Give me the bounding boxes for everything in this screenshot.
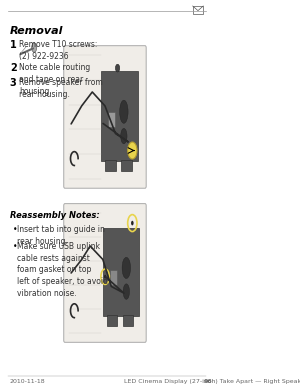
FancyBboxPatch shape (193, 6, 203, 14)
FancyBboxPatch shape (64, 46, 146, 188)
Text: Insert tab into guide in
rear housing.: Insert tab into guide in rear housing. (17, 225, 105, 246)
FancyBboxPatch shape (64, 204, 146, 342)
Text: 3: 3 (10, 78, 16, 88)
Text: 1: 1 (10, 40, 16, 50)
Text: Removal: Removal (10, 26, 63, 36)
Circle shape (131, 221, 134, 225)
Text: Remove speaker from
rear housing.: Remove speaker from rear housing. (20, 78, 103, 99)
Circle shape (104, 275, 106, 279)
Text: Note cable routing
and tape on rear
housing.: Note cable routing and tape on rear hous… (20, 63, 91, 95)
Bar (123, 315, 134, 326)
Text: LED Cinema Display (27-inch) Take Apart — Right Speaker: LED Cinema Display (27-inch) Take Apart … (124, 379, 300, 384)
Text: Reassembly Notes:: Reassembly Notes: (10, 211, 100, 220)
Circle shape (32, 43, 37, 52)
Ellipse shape (121, 128, 127, 144)
Text: 2010-11-18: 2010-11-18 (10, 379, 46, 384)
Text: Make sure USB uplink
cable rests against
foam gasket on top
left of speaker, to : Make sure USB uplink cable rests against… (17, 242, 108, 298)
Bar (101, 71, 138, 161)
Bar (105, 160, 116, 171)
Bar (107, 315, 118, 326)
Bar (103, 229, 139, 316)
Text: Remove T10 screws:
(2) 922-9236: Remove T10 screws: (2) 922-9236 (20, 40, 98, 61)
Text: 96: 96 (203, 379, 212, 384)
Bar (121, 160, 132, 171)
Ellipse shape (122, 257, 130, 279)
Bar (110, 270, 117, 286)
Bar (108, 112, 115, 127)
Ellipse shape (123, 284, 130, 299)
Circle shape (128, 142, 137, 159)
Ellipse shape (120, 100, 128, 123)
Text: •: • (13, 225, 17, 234)
Circle shape (116, 64, 120, 72)
Text: •: • (13, 242, 17, 251)
Text: 2: 2 (10, 63, 16, 73)
